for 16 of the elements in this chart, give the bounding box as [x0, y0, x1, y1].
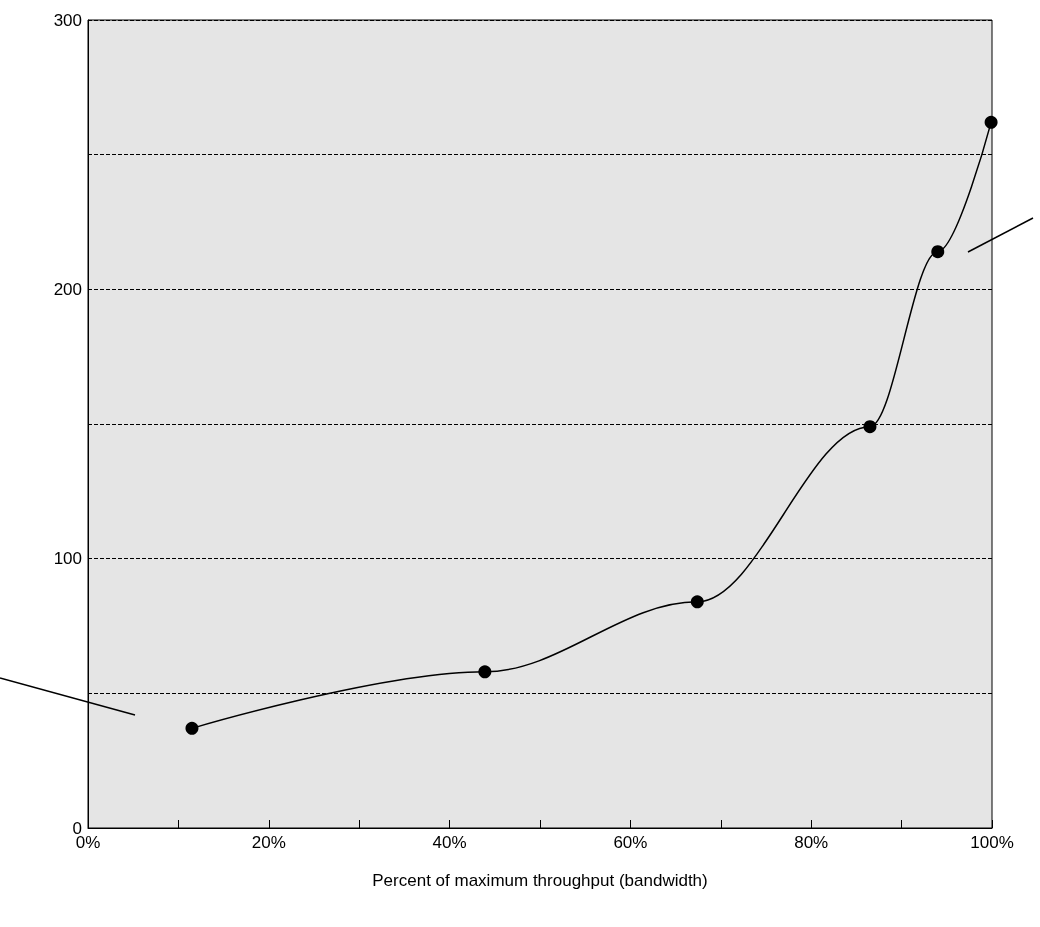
- point: [863, 420, 877, 434]
- y-tick-label: 100: [53, 549, 82, 569]
- x-tick-label: 60%: [613, 833, 648, 852]
- point: [931, 245, 945, 259]
- x-tick-label: 80%: [794, 833, 829, 852]
- y-tick-label: 200: [53, 279, 82, 299]
- x-tick-label: 100%: [970, 833, 1014, 852]
- x-axis-title: Percent of maximum throughput (bandwidth): [372, 871, 708, 890]
- point: [185, 721, 199, 735]
- x-tick-label: 40%: [432, 833, 467, 852]
- point: [984, 115, 998, 129]
- x-tick-label: 20%: [251, 833, 286, 852]
- y-tick-label: 300: [53, 10, 82, 30]
- x-tick-label: 0%: [75, 833, 101, 852]
- point: [478, 665, 492, 679]
- point: [690, 595, 704, 609]
